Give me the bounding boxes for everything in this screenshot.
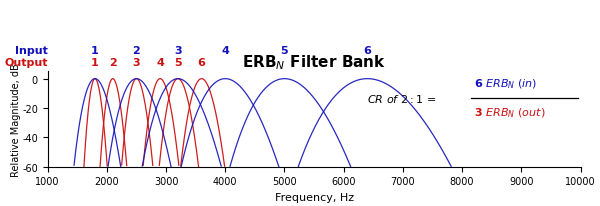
Text: 6: 6: [197, 57, 206, 67]
Text: 5: 5: [281, 46, 289, 56]
Text: $\mathbf{6}\ \mathit{ERB_N}\ \mathit{(in)}$: $\mathbf{6}\ \mathit{ERB_N}\ \mathit{(in…: [474, 77, 538, 91]
Text: 3: 3: [174, 46, 182, 56]
Text: $\mathbf{3}\ \mathit{ERB_N}\ \mathit{(out)}$: $\mathbf{3}\ \mathit{ERB_N}\ \mathit{(ou…: [474, 106, 545, 119]
Text: 2: 2: [109, 57, 116, 67]
Text: 5: 5: [174, 57, 182, 67]
Text: 1: 1: [91, 46, 99, 56]
Text: 4: 4: [156, 57, 164, 67]
Text: Output: Output: [4, 57, 47, 67]
Text: 2: 2: [133, 46, 140, 56]
Text: 3: 3: [133, 57, 140, 67]
Title: ERB$_N$ Filter Bank: ERB$_N$ Filter Bank: [242, 53, 386, 72]
Text: Input: Input: [15, 46, 47, 56]
Text: $\mathit{CR\ of\ 2{:}1}$ =: $\mathit{CR\ of\ 2{:}1}$ =: [367, 92, 438, 104]
X-axis label: Frequency, Hz: Frequency, Hz: [275, 192, 353, 202]
Text: 4: 4: [221, 46, 229, 56]
Text: 6: 6: [364, 46, 371, 56]
Text: 1: 1: [91, 57, 99, 67]
Y-axis label: Relative Magnitude, dB: Relative Magnitude, dB: [11, 63, 20, 176]
